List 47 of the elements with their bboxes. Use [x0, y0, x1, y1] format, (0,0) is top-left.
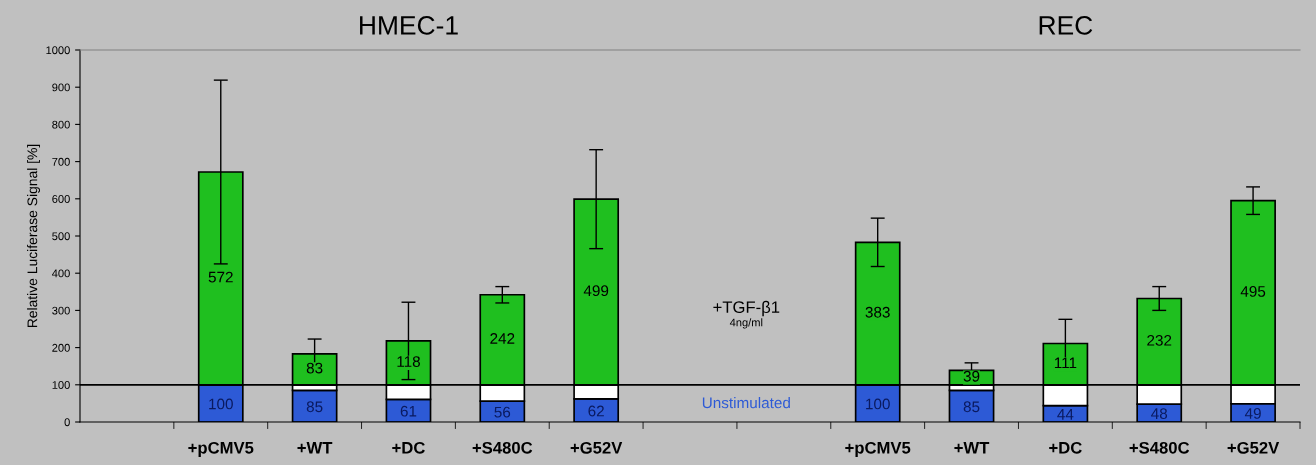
x-tick-label: +DC — [392, 441, 425, 454]
data-label: 49 — [1244, 408, 1261, 419]
text: REC — [1039, 16, 1093, 35]
data-label: 39 — [963, 370, 980, 382]
annotation: +TGF-β1 — [713, 300, 780, 317]
data-label: 499 — [583, 285, 609, 297]
y-tick-label: 400 — [52, 269, 70, 278]
x-tick-label: +pCMV5 — [188, 441, 254, 457]
y-tick-label: 800 — [52, 120, 70, 129]
data-label: 383 — [865, 306, 890, 318]
y-tick-label: 0 — [64, 418, 70, 427]
data-label: 56 — [494, 406, 511, 418]
x-tick-label: +WT — [297, 442, 333, 454]
text: HMEC-1 — [360, 16, 458, 35]
x-tick-label: +DC — [1049, 441, 1082, 454]
data-label: 111 — [1054, 357, 1077, 369]
y-tick-label: 300 — [52, 306, 70, 315]
y-tick-label: 200 — [52, 343, 70, 352]
data-label: 62 — [588, 405, 604, 417]
data-label: 100 — [866, 398, 890, 410]
data-label: 48 — [1151, 408, 1168, 420]
data-label: 85 — [963, 401, 980, 413]
data-label: 83 — [306, 362, 323, 374]
data-label: 61 — [400, 405, 417, 417]
data-label: 242 — [490, 333, 515, 344]
y-tick-label: 600 — [52, 195, 70, 203]
y-tick-label: 700 — [52, 157, 70, 166]
x-tick-label: +S480C — [472, 441, 533, 454]
data-label: 100 — [209, 398, 233, 410]
y-tick-label: 500 — [52, 232, 70, 241]
x-tick-label: +pCMV5 — [845, 441, 911, 457]
y-axis-title: Relative Luciferase Signal [%] — [27, 144, 41, 328]
data-label: 118 — [397, 356, 420, 367]
x-tick-label: +WT — [954, 442, 990, 454]
x-tick-label: +G52V — [570, 441, 623, 454]
x-tick-label: +S480C — [1129, 441, 1190, 454]
annotation: 4ng/ml — [729, 318, 763, 329]
data-label: 495 — [1240, 286, 1266, 297]
y-tick-label: 1000 — [46, 46, 70, 55]
data-label: 44 — [1057, 409, 1074, 420]
y-tick-label: 900 — [52, 83, 70, 92]
y-tick-label: 100 — [52, 381, 70, 389]
data-label: 232 — [1147, 334, 1172, 346]
data-label: 85 — [306, 401, 323, 413]
text: Unstimulated — [702, 397, 790, 409]
data-label: 572 — [208, 271, 233, 283]
x-tick-label: +G52V — [1227, 441, 1280, 454]
